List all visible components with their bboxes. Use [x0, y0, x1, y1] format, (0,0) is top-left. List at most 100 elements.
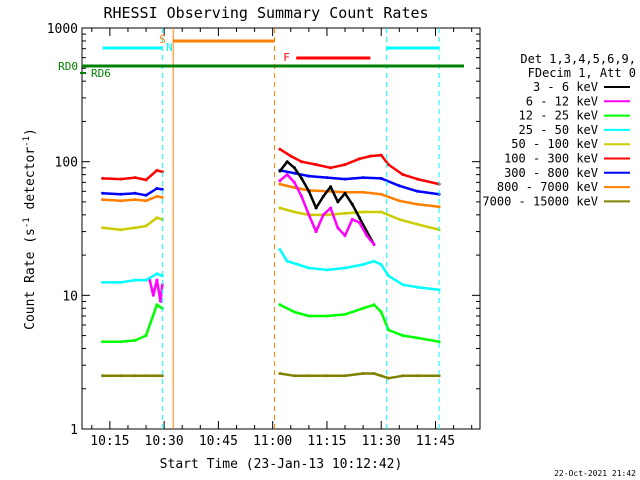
data-point [101, 374, 105, 378]
data-point [155, 168, 159, 172]
legend-entry-label: 3 - 6 keV [533, 80, 598, 94]
data-point [155, 216, 159, 220]
legend: Det 1,3,4,5,6,9, FDecim 1, Att 0 3 - 6 k… [482, 52, 636, 208]
data-point [278, 147, 282, 151]
data-point [119, 228, 123, 232]
flare-label: F [283, 51, 290, 64]
legend-entry-label: 50 - 100 keV [511, 137, 598, 151]
data-point [397, 199, 401, 203]
data-point [155, 278, 159, 282]
data-point [155, 374, 159, 378]
x-tick-label: 10:15 [90, 434, 129, 449]
data-point [155, 187, 159, 190]
data-point [329, 166, 333, 170]
data-point [415, 189, 419, 193]
data-point [119, 177, 123, 181]
data-point [343, 177, 347, 181]
data-point [292, 186, 296, 190]
data-point [278, 182, 282, 186]
data-point [379, 192, 383, 196]
data-point [358, 216, 361, 220]
data-point [387, 328, 390, 332]
data-point [379, 374, 383, 378]
data-point [379, 153, 383, 157]
data-point [300, 194, 304, 198]
data-point [101, 198, 105, 202]
data-point [415, 202, 419, 206]
data-point [278, 248, 282, 252]
data-point [358, 221, 361, 225]
data-point [372, 243, 376, 246]
y-axis-label: Count Rate (s-1 detector-1) [22, 128, 38, 330]
data-point [300, 160, 304, 164]
data-point [397, 217, 401, 221]
legend-entry-label: 25 - 50 keV [519, 123, 598, 137]
series-line-3-6keV [278, 160, 376, 246]
data-point [160, 170, 164, 174]
data-point [379, 263, 383, 266]
data-point [387, 163, 390, 167]
data-point [160, 187, 164, 191]
series-line-300-800keV [279, 169, 440, 196]
data-point [415, 222, 419, 226]
data-point [325, 213, 329, 217]
data-point [133, 176, 137, 180]
legend-entry-label: 7000 - 15000 keV [482, 194, 598, 208]
data-point [314, 230, 318, 234]
data-point [133, 191, 137, 195]
data-point [372, 259, 376, 263]
data-point [325, 314, 329, 318]
data-point [144, 374, 148, 378]
data-point [379, 210, 383, 214]
series-line-12-25keV [279, 303, 440, 343]
y-axis-label-mid: detector [23, 147, 38, 218]
data-point [401, 334, 405, 338]
data-point [350, 202, 354, 206]
data-point [144, 178, 148, 182]
data-point [119, 340, 123, 344]
rd6-label: RD6 [91, 67, 111, 80]
data-point [401, 173, 405, 177]
legend-entry-label: 300 - 800 keV [504, 166, 598, 180]
data-point [415, 374, 419, 378]
y-tick-label: 1 [70, 423, 78, 438]
data-point [292, 180, 296, 184]
data-point [119, 374, 123, 378]
data-point [307, 266, 311, 270]
data-point [144, 278, 148, 282]
legend-header-1: Det 1,3,4,5,6,9, [520, 52, 636, 66]
data-point [437, 340, 441, 344]
data-point [361, 190, 365, 194]
night-label: N [166, 41, 173, 54]
data-point [144, 193, 148, 197]
x-tick-label: 11:00 [253, 434, 292, 449]
chart-title: RHESSI Observing Summary Count Rates [103, 4, 428, 22]
data-point [437, 205, 441, 209]
data-point [372, 372, 376, 375]
data-point [365, 234, 369, 238]
legend-header-2: FDecim 1, Att 0 [528, 66, 636, 80]
data-point [285, 160, 289, 164]
y-axis-label-sup1: -1 [22, 217, 32, 228]
data-point [292, 310, 296, 314]
data-point [343, 191, 347, 195]
series-line-50-100keV [279, 206, 440, 231]
data-point [307, 314, 311, 318]
data-point [133, 374, 137, 378]
data-point [307, 189, 311, 193]
data-point [343, 234, 347, 238]
data-point [343, 266, 347, 270]
rd0-label: RD0 [58, 60, 78, 73]
data-point [336, 226, 340, 230]
data-point [387, 274, 390, 278]
data-point [361, 176, 365, 180]
data-point [401, 374, 405, 378]
legend-entry-label: 6 - 12 keV [526, 94, 598, 108]
data-point [278, 372, 282, 375]
legend-entry-label: 100 - 300 keV [504, 152, 598, 166]
data-point [101, 191, 105, 195]
data-point [401, 283, 405, 287]
data-point [155, 194, 159, 198]
data-point [119, 280, 123, 284]
data-point [329, 185, 333, 189]
